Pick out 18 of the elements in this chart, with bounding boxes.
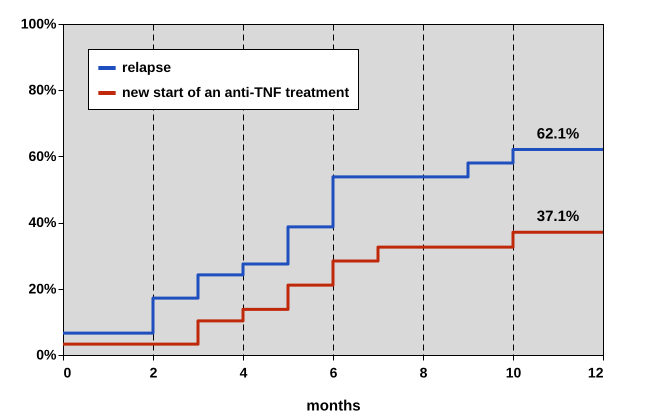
x-axis-title: months [306, 398, 361, 414]
annotation: 62.1% [536, 125, 580, 142]
x-tick-label: 2 [150, 364, 158, 380]
y-tick-label: 40% [28, 214, 58, 230]
x-tick-label: 8 [420, 364, 428, 380]
legend-label: relapse [122, 59, 172, 75]
x-tick-label: 4 [240, 364, 248, 380]
y-tick-label: 100% [20, 16, 58, 32]
x-tick-label: 10 [506, 364, 522, 380]
y-tick-label: 20% [28, 280, 58, 296]
y-tick-label: 80% [28, 82, 58, 98]
x-tick-label: 0 [64, 364, 72, 380]
y-tick-label: 60% [28, 148, 58, 164]
legend-label: new start of an anti-TNF treatment [122, 84, 350, 100]
x-tick-label: 6 [330, 364, 338, 380]
annotation: 37.1% [536, 208, 580, 226]
y-tick-label: 0% [36, 346, 58, 362]
x-tick-label: 12 [588, 364, 604, 380]
